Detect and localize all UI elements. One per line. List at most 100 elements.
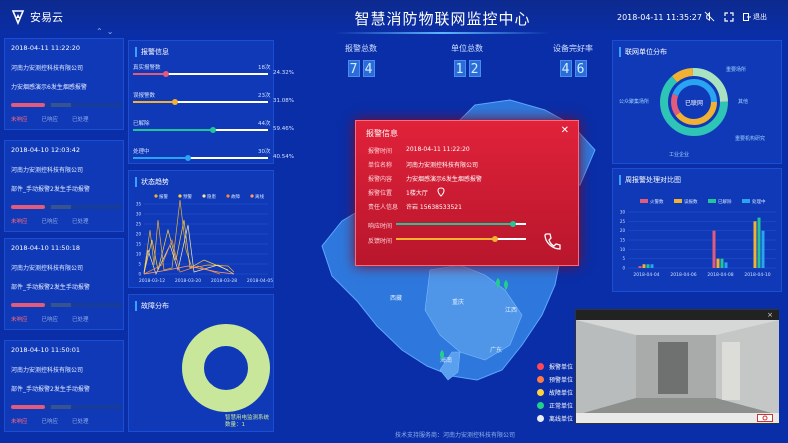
video-close-icon[interactable]: × — [767, 311, 773, 319]
alarm-info-pct: 59.46% — [273, 126, 294, 132]
alarm-card[interactable]: 2018-04-11 11:22:20 河南力安测控科技有限公司 力安烟感演示6… — [4, 38, 124, 130]
status-responded[interactable]: 已响应 — [41, 219, 59, 225]
status-responded[interactable]: 已响应 — [41, 317, 59, 323]
alarm-card[interactable]: 2018-04-10 11:50:18 河南力安测控科技有限公司 部件_手动报警… — [4, 238, 124, 330]
alarm-info-pct: 31.08% — [273, 98, 294, 104]
weekly-legend-label: 处理中 — [752, 198, 766, 205]
alarm-info-title: 报警信息 — [135, 47, 169, 57]
status-unresponded[interactable]: 未响应 — [11, 317, 28, 323]
alarm-card-status: 未响应 已响应 已处理 — [11, 115, 89, 123]
response-time-knob[interactable] — [510, 221, 516, 227]
feedback-time-knob[interactable] — [492, 236, 498, 242]
status-responded[interactable]: 已响应 — [41, 419, 59, 425]
weekly-bar[interactable] — [761, 230, 765, 268]
status-handled[interactable]: 已处理 — [72, 317, 89, 323]
video-settings-icon[interactable] — [757, 414, 773, 422]
alarm-card[interactable]: 2018-04-10 11:50:01 河南力安测控科技有限公司 部件_手动报警… — [4, 340, 124, 432]
alarm-card-company: 河南力安测控科技有限公司 — [11, 367, 84, 374]
location-pin-icon[interactable] — [436, 187, 446, 197]
top-actions: 退出 — [704, 11, 767, 22]
kpi-label: 设备完好率 — [553, 44, 593, 53]
weekly-bar[interactable] — [650, 264, 654, 268]
alarm-card-event: 力安烟感演示6发生烟感报警 — [11, 84, 87, 91]
status-handled[interactable]: 已处理 — [72, 117, 89, 123]
alarm-info-label: 真实报警数 — [133, 65, 161, 71]
status-unresponded[interactable]: 未响应 — [11, 117, 28, 123]
alarm-info-knob[interactable] — [171, 99, 178, 105]
weekly-legend-swatch — [742, 199, 750, 203]
network-units-label: 公众聚集场所 — [619, 99, 650, 105]
legend-fault-unit[interactable]: 故障单位 — [537, 386, 573, 399]
alarm-info-knob[interactable] — [184, 155, 191, 161]
legend-label: 报警单位 — [549, 364, 574, 371]
weekly-bar[interactable] — [720, 258, 724, 268]
kpi-digit: 6 — [574, 60, 587, 77]
trend-legend-label: 离线 — [255, 193, 264, 200]
brand-logo[interactable]: 安易云 — [10, 9, 63, 25]
fault-count: 数量：1 — [225, 422, 245, 428]
map-marker-normal-icon[interactable] — [440, 350, 444, 360]
alarm-field-label: 责任人信息 — [368, 204, 399, 211]
trend-legend-dot — [202, 194, 206, 198]
phone-icon[interactable] — [542, 231, 562, 251]
weekly-ytick: 20 — [620, 228, 626, 233]
status-responded[interactable]: 已响应 — [41, 117, 59, 123]
trend-ytick: 0 — [138, 272, 141, 277]
kpi-label: 报警总数 — [345, 44, 377, 53]
weekly-bar[interactable] — [716, 258, 720, 268]
weekly-bar[interactable] — [757, 217, 761, 268]
alarm-card-progress — [11, 205, 123, 209]
weekly-xtick: 2018-04-06 — [670, 272, 696, 278]
response-time-track — [396, 221, 526, 227]
legend-warning-unit[interactable]: 预警单位 — [537, 373, 573, 386]
status-handled[interactable]: 已处理 — [72, 419, 89, 425]
status-unresponded[interactable]: 未响应 — [11, 419, 28, 425]
legend-offline-unit[interactable]: 离线单位 — [537, 412, 573, 425]
alarm-info-count: 30次 — [258, 149, 271, 155]
trend-ytick: 15 — [136, 242, 142, 247]
trend-series-line — [143, 199, 235, 273]
weekly-bar[interactable] — [753, 221, 757, 268]
weekly-bar[interactable] — [646, 264, 650, 268]
status-unresponded[interactable]: 未响应 — [11, 219, 28, 225]
scroll-up-chevron-icon[interactable]: ⌃⌄ — [96, 27, 118, 36]
alarm-field-value: 1楼大厅 — [406, 190, 428, 197]
weekly-bar[interactable] — [724, 262, 728, 268]
weekly-bar[interactable] — [712, 230, 716, 268]
mute-icon[interactable] — [704, 11, 715, 22]
trend-ytick: 25 — [136, 222, 142, 227]
legend-normal-unit[interactable]: 正常单位 — [537, 399, 573, 412]
video-player[interactable]: × — [575, 309, 779, 424]
trend-series-line — [143, 219, 229, 274]
response-time-label: 响应时间 — [368, 223, 393, 230]
alarm-card-time: 2018-04-10 11:50:18 — [11, 244, 81, 252]
weekly-bar[interactable] — [642, 264, 646, 268]
alarm-card-time: 2018-04-11 11:22:20 — [11, 44, 81, 52]
network-units-title: 联网单位分布 — [619, 47, 667, 57]
status-handled[interactable]: 已处理 — [72, 219, 89, 225]
alarm-info-knob[interactable] — [210, 127, 217, 133]
map-marker-normal-icon[interactable] — [504, 280, 508, 290]
weekly-bar[interactable] — [638, 266, 642, 268]
alarm-card-status: 未响应 已响应 已处理 — [11, 417, 89, 425]
alarm-popup-title: 报警信息 — [366, 129, 398, 138]
close-icon[interactable]: ✕ — [560, 125, 569, 136]
alarm-card[interactable]: 2018-04-10 12:03:42 河南力安测控科技有限公司 部件_手动报警… — [4, 140, 124, 232]
logout-button[interactable]: 退出 — [743, 12, 767, 22]
fullscreen-icon[interactable] — [724, 11, 734, 22]
trend-legend-dot — [154, 194, 158, 198]
legend-alarm-unit[interactable]: 报警单位 — [537, 360, 573, 373]
trend-ytick: 30 — [136, 212, 142, 217]
map-label-jiangxi: 江西 — [505, 307, 517, 314]
map-hainan-region — [439, 351, 461, 381]
weekly-legend-swatch — [708, 199, 716, 203]
fault-label: 智慧用电监测系统 — [225, 415, 270, 421]
map-marker-normal-icon[interactable] — [496, 278, 500, 288]
map-legend: 报警单位 预警单位 故障单位 正常单位 离线单位 — [537, 360, 573, 425]
alarm-info-track — [133, 71, 268, 77]
kpi-digit: 4 — [362, 60, 375, 77]
alarm-info-knob[interactable] — [162, 71, 169, 77]
feedback-time-label: 反馈时间 — [368, 238, 393, 245]
network-units-label: 其他 — [738, 99, 749, 105]
